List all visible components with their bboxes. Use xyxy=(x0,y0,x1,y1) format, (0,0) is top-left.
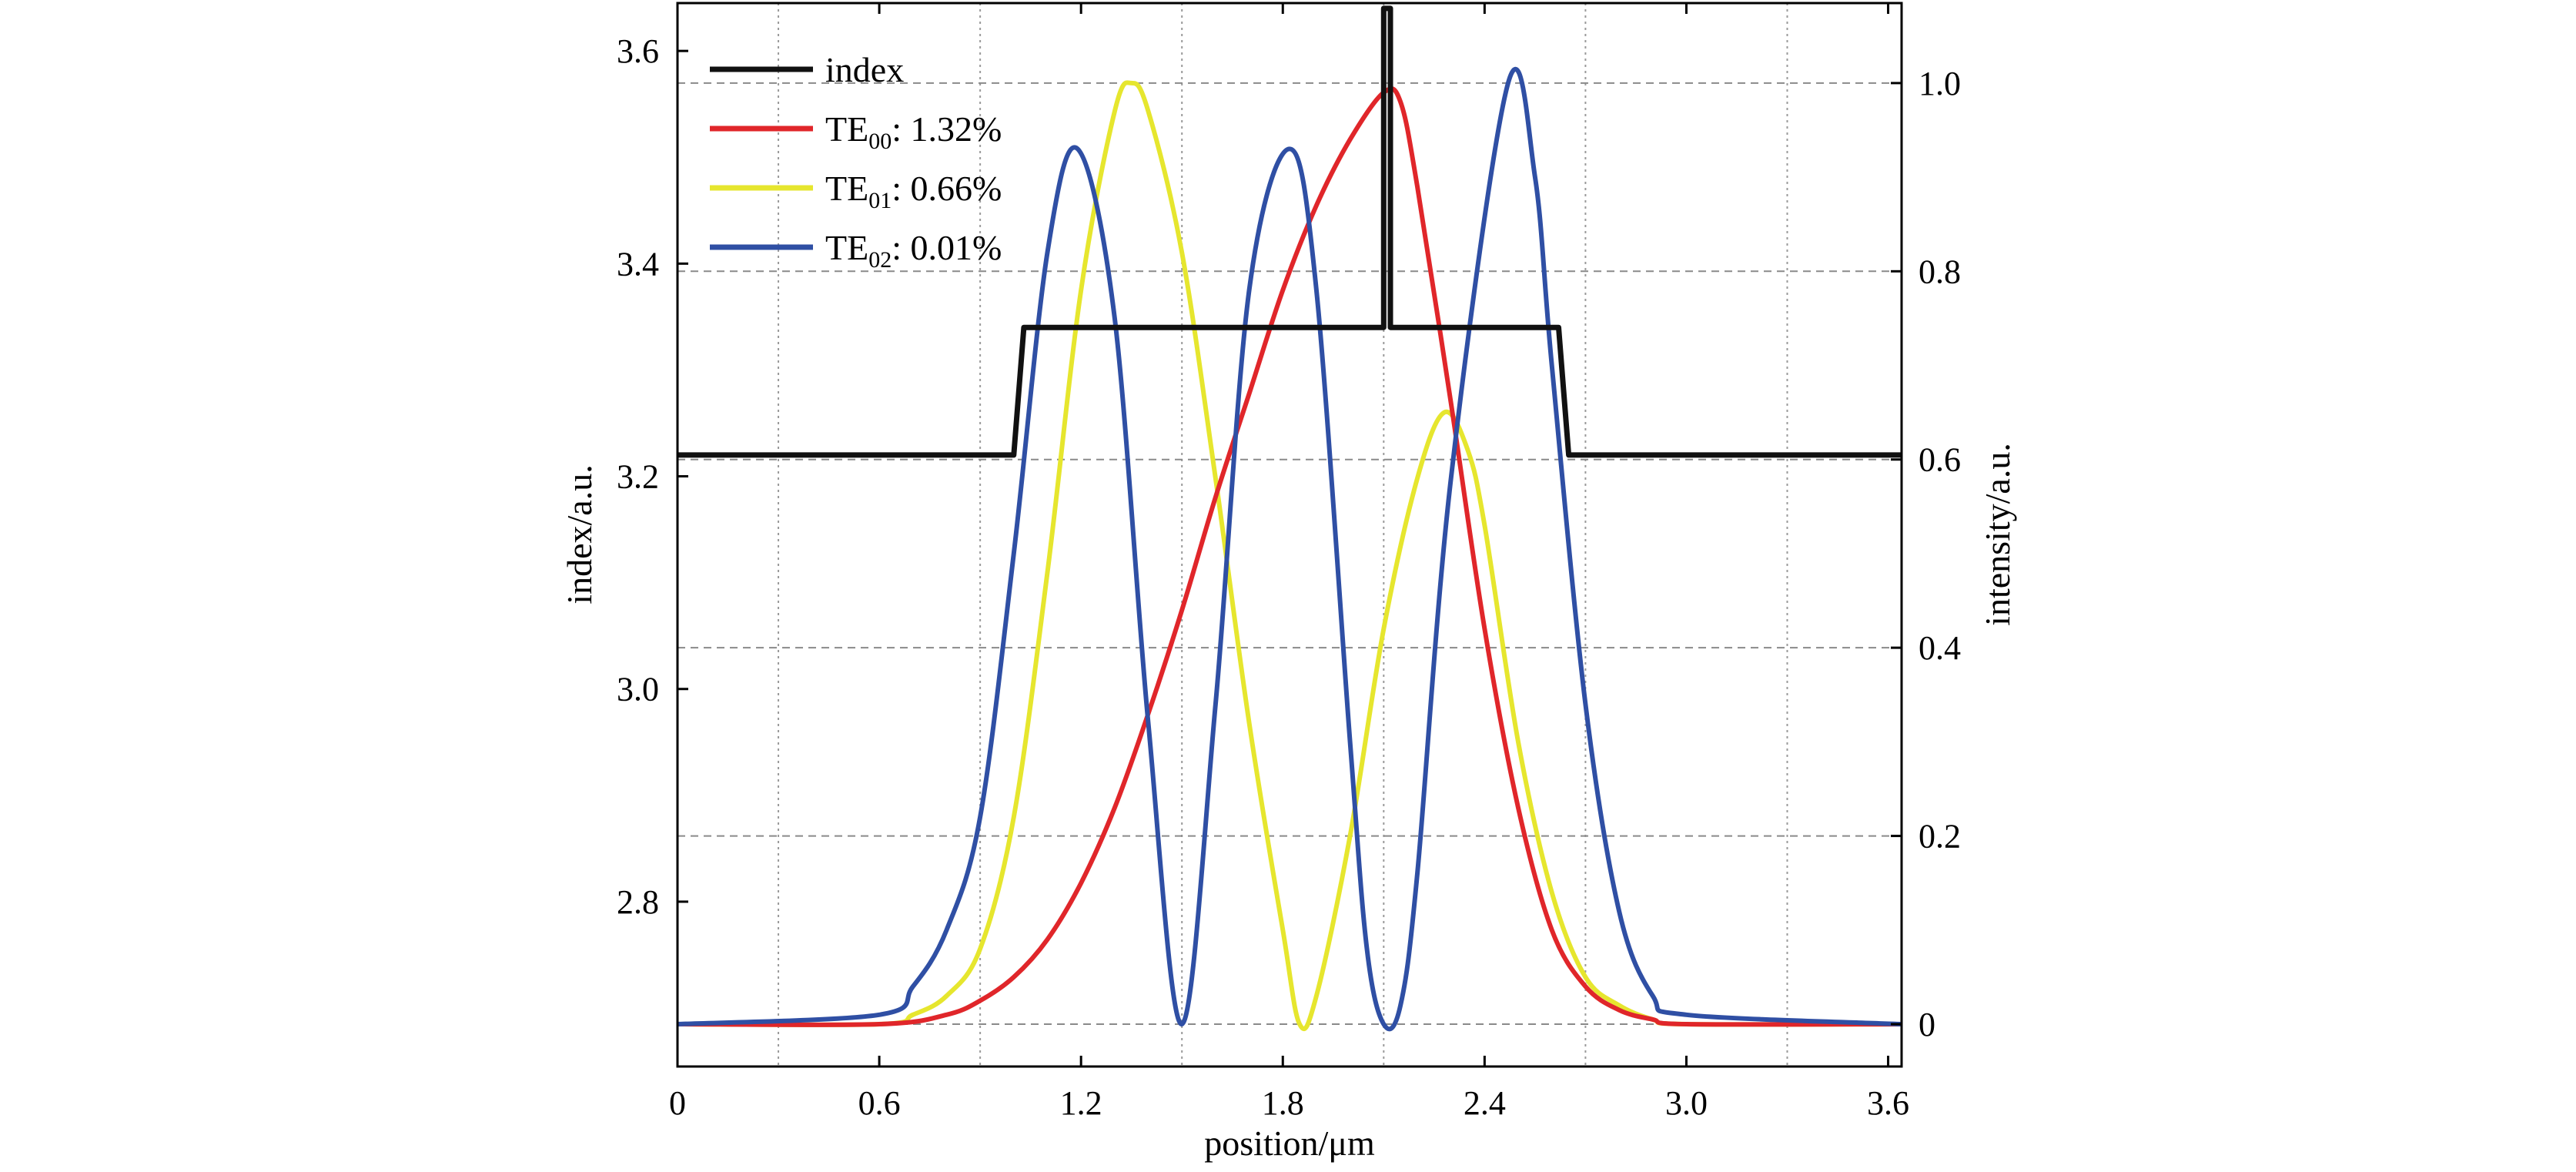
x-axis-title: position/μm xyxy=(1204,1123,1375,1163)
series-layer xyxy=(677,5,1902,1032)
x-tick-label: 2.4 xyxy=(1464,1084,1506,1122)
x-tick-label: 3.0 xyxy=(1665,1084,1708,1122)
y-right-tick-label: 1.0 xyxy=(1919,65,1961,102)
y-right-axis-title: intensity/a.u. xyxy=(1978,443,2017,626)
y-left-tick-label: 3.4 xyxy=(617,245,659,283)
series-line-index xyxy=(677,5,1902,458)
y-left-tick-label: 3.6 xyxy=(617,32,659,70)
x-tick-label: 1.8 xyxy=(1262,1084,1304,1122)
series-line-te-00 xyxy=(677,86,1902,1027)
x-tick-label: 0 xyxy=(669,1084,686,1122)
y-left-axis-title: index/a.u. xyxy=(560,464,599,604)
plot-background xyxy=(677,3,1902,1067)
y-right-tick-label: 0.4 xyxy=(1919,629,1961,667)
y-right-tick-label: 0 xyxy=(1919,1006,1935,1043)
y-left-tick-label: 2.8 xyxy=(617,883,659,921)
plot-frame xyxy=(676,2,1903,1068)
series-line-te-01 xyxy=(677,80,1902,1031)
y-right-tick-label: 0.2 xyxy=(1919,818,1961,856)
y-right-tick-label: 0.6 xyxy=(1919,441,1961,479)
y-right-tick-label: 0.8 xyxy=(1919,253,1961,290)
x-tick-label: 0.6 xyxy=(858,1084,901,1122)
legend-label: TE02: 0.01% xyxy=(825,228,1002,273)
tick-layer: 0 0.6 1.2 1.8 2.4 3.0 3.6 2.8 3.0 3.2 3.4 3.6 0 0.2 0.… xyxy=(617,3,1961,1122)
legend: index TE00: 1.32% TE01: 0.66% TE02: 0.01% xyxy=(710,50,1002,273)
legend-label: TE00: 1.32% xyxy=(825,109,1002,154)
legend-label: index xyxy=(825,50,904,89)
y-left-tick-label: 3.2 xyxy=(617,458,659,496)
legend-label: TE01: 0.66% xyxy=(825,169,1002,213)
series-line-te-02 xyxy=(677,66,1902,1032)
y-left-tick-label: 3.0 xyxy=(617,671,659,708)
x-tick-label: 1.2 xyxy=(1060,1084,1102,1122)
x-tick-label: 3.6 xyxy=(1867,1084,1909,1122)
